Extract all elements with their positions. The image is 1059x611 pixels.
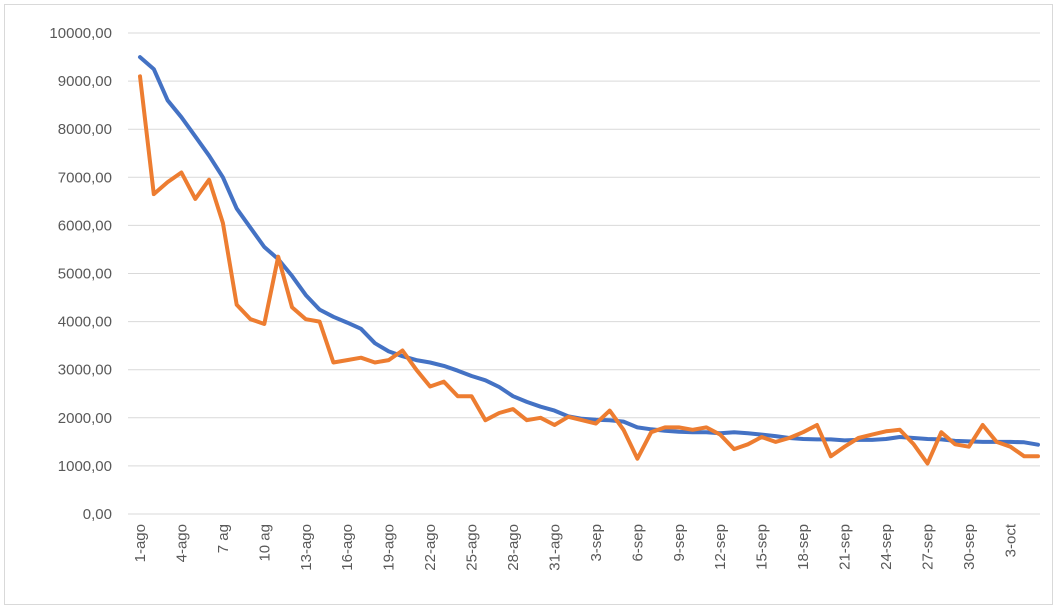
x-tick-label: 15-sep	[754, 524, 771, 570]
x-tick-label: 19-ago	[381, 524, 398, 571]
x-tick-label: 18-sep	[795, 524, 812, 570]
y-tick-label: 0,00	[83, 506, 112, 523]
y-tick-label: 4000,00	[58, 314, 112, 331]
y-tick-label: 2000,00	[58, 410, 112, 427]
x-tick-label: 27-sep	[919, 524, 936, 570]
y-tick-label: 6000,00	[58, 217, 112, 234]
x-tick-label: 9-sep	[671, 524, 688, 562]
x-tick-label: 6-sep	[629, 524, 646, 562]
chart-frame	[4, 4, 1053, 605]
x-tick-label: 3-sep	[588, 524, 605, 562]
y-axis-ticks: 0,00 1000,00 2000,00 3000,00 4000,00 5000,00 6…	[49, 25, 112, 523]
y-tick-label: 3000,00	[58, 362, 112, 379]
x-tick-label: 10 ag	[256, 524, 273, 562]
y-tick-label: 1000,00	[58, 458, 112, 475]
x-tick-label: 31-ago	[546, 524, 563, 571]
x-tick-label: 7 ag	[215, 524, 232, 553]
x-tick-label: 24-sep	[878, 524, 895, 570]
gridlines	[128, 32, 1040, 515]
x-tick-label: 13-ago	[298, 524, 315, 571]
y-tick-label: 9000,00	[58, 73, 112, 90]
x-tick-label: 22-ago	[422, 524, 439, 571]
x-axis-ticks: 1-ago 4-ago 7 ag 10 ag 13-ago 16-ago 19-ago 22-…	[132, 523, 1019, 571]
y-tick-label: 10000,00	[49, 25, 112, 42]
y-tick-label: 8000,00	[58, 121, 112, 138]
x-tick-label: 12-sep	[712, 524, 729, 570]
y-tick-label: 5000,00	[58, 266, 112, 283]
x-tick-label: 30-sep	[961, 524, 978, 570]
series-line-2	[138, 74, 1040, 466]
x-tick-label: 21-sep	[837, 524, 854, 570]
x-tick-label: 3-oct	[1002, 523, 1019, 557]
x-tick-label: 16-ago	[339, 524, 356, 571]
x-tick-label: 25-ago	[464, 524, 481, 571]
series-lines	[138, 55, 1040, 466]
x-tick-label: 4-ago	[173, 524, 190, 562]
x-tick-label: 1-ago	[132, 524, 149, 562]
y-tick-label: 7000,00	[58, 169, 112, 186]
x-tick-label: 28-ago	[505, 524, 522, 571]
series-line-1	[138, 55, 1040, 447]
